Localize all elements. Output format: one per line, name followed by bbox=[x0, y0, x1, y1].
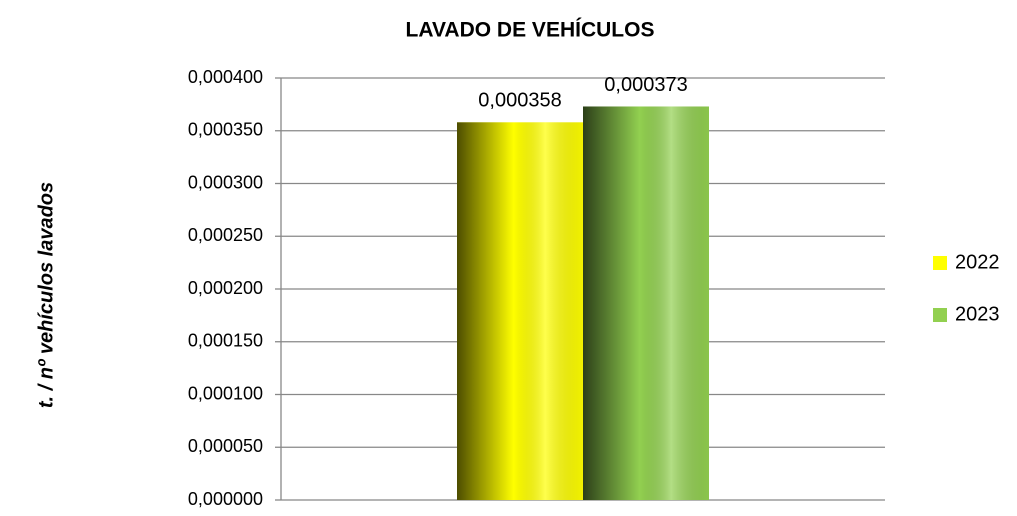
legend-label: 2023 bbox=[955, 303, 1000, 325]
bar-shade bbox=[457, 122, 583, 500]
y-tick-label: 0,000300 bbox=[188, 172, 263, 192]
y-tick-label: 0,000400 bbox=[188, 67, 263, 87]
y-tick-label: 0,000150 bbox=[188, 331, 263, 351]
data-label: 0,000358 bbox=[478, 90, 561, 112]
data-label: 0,000373 bbox=[604, 74, 687, 96]
y-axis-label: t. / nº vehículos lavados bbox=[35, 182, 57, 408]
y-tick-label: 0,000000 bbox=[188, 489, 263, 509]
chart-title: LAVADO DE VEHÍCULOS bbox=[406, 19, 655, 42]
bar-shade bbox=[583, 106, 709, 501]
y-tick-label: 0,000250 bbox=[188, 225, 263, 245]
legend-label: 2022 bbox=[955, 251, 1000, 273]
y-tick-label: 0,000050 bbox=[188, 436, 263, 456]
legend-swatch bbox=[933, 256, 947, 270]
y-tick-label: 0,000200 bbox=[188, 278, 263, 298]
legend-swatch bbox=[933, 308, 947, 322]
y-tick-label: 0,000100 bbox=[188, 383, 263, 403]
y-tick-label: 0,000350 bbox=[188, 120, 263, 140]
